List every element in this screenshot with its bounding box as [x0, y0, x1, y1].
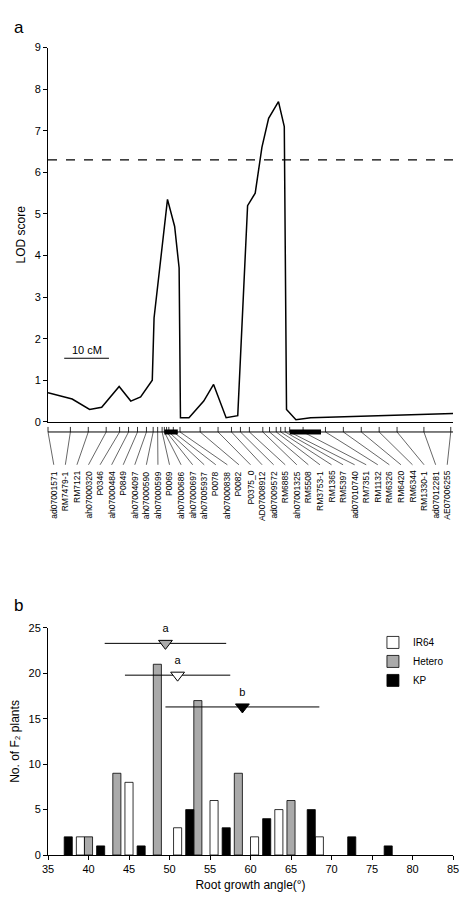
- svg-text:40: 40: [82, 863, 94, 875]
- svg-text:75: 75: [366, 863, 378, 875]
- svg-text:5: 5: [35, 803, 41, 815]
- svg-text:RM6885: RM6885: [280, 471, 290, 503]
- svg-text:15: 15: [29, 713, 41, 725]
- svg-text:ad07001571: ad07001571: [49, 471, 59, 519]
- svg-text:ad07009572: ad07009572: [269, 471, 279, 519]
- svg-text:50: 50: [163, 863, 175, 875]
- svg-text:KP: KP: [413, 675, 427, 686]
- svg-text:0: 0: [35, 416, 41, 428]
- svg-text:RM1330-1: RM1330-1: [419, 471, 429, 511]
- svg-text:9: 9: [35, 41, 41, 53]
- svg-text:8: 8: [35, 83, 41, 95]
- svg-text:7: 7: [35, 125, 41, 137]
- svg-text:LOD score: LOD score: [14, 206, 28, 264]
- svg-text:ah07000838: ah07000838: [222, 472, 232, 520]
- svg-text:ad07010740: ad07010740: [350, 471, 360, 519]
- svg-text:RM7479-1: RM7479-1: [60, 471, 70, 511]
- svg-text:65: 65: [285, 863, 297, 875]
- svg-text:80: 80: [406, 863, 418, 875]
- svg-text:ah07000590: ah07000590: [141, 472, 151, 520]
- svg-text:RM3753-1: RM3753-1: [315, 471, 325, 511]
- svg-text:P0849: P0849: [118, 471, 128, 496]
- svg-text:10 cM: 10 cM: [72, 344, 102, 356]
- svg-text:AE07006255: AE07006255: [442, 470, 452, 519]
- svg-text:RM6420: RM6420: [396, 471, 406, 503]
- svg-text:6: 6: [35, 166, 41, 178]
- svg-text:Hetero: Hetero: [413, 656, 443, 667]
- svg-text:RM6326: RM6326: [384, 471, 394, 503]
- svg-text:70: 70: [325, 863, 337, 875]
- svg-text:85: 85: [447, 863, 459, 875]
- svg-text:60: 60: [244, 863, 256, 875]
- svg-text:AD07008912: AD07008912: [257, 471, 267, 521]
- svg-text:Root growth angle(°): Root growth angle(°): [195, 878, 305, 892]
- svg-text:10: 10: [29, 758, 41, 770]
- svg-text:ah07001325: ah07001325: [292, 471, 302, 519]
- svg-text:ah07000484: ah07000484: [107, 471, 117, 519]
- svg-text:3: 3: [35, 291, 41, 303]
- svg-text:5: 5: [35, 208, 41, 220]
- svg-text:ah07005937: ah07005937: [199, 472, 209, 520]
- svg-text:b: b: [14, 596, 23, 615]
- svg-text:RM5397: RM5397: [338, 471, 348, 503]
- svg-text:ah07000697: ah07000697: [188, 471, 198, 519]
- svg-text:0: 0: [35, 849, 41, 861]
- svg-text:RM1132: RM1132: [373, 471, 383, 503]
- svg-text:P0375_0: P0375_0: [246, 470, 256, 504]
- svg-text:P0346: P0346: [95, 471, 105, 496]
- svg-text:2: 2: [35, 333, 41, 345]
- svg-text:P0082: P0082: [233, 472, 243, 497]
- svg-text:ah07000320: ah07000320: [84, 471, 94, 519]
- svg-text:IR64: IR64: [413, 637, 435, 648]
- svg-text:ah07000686: ah07000686: [176, 472, 186, 520]
- svg-text:ah07000599: ah07000599: [153, 471, 163, 519]
- svg-text:ah07004097: ah07004097: [130, 471, 140, 519]
- svg-text:a: a: [162, 622, 169, 634]
- svg-text:25: 25: [29, 622, 41, 634]
- svg-text:45: 45: [123, 863, 135, 875]
- svg-text:RM6344: RM6344: [408, 470, 418, 502]
- svg-text:4: 4: [35, 249, 41, 261]
- svg-text:a: a: [14, 18, 24, 37]
- svg-text:RM7351: RM7351: [361, 471, 371, 503]
- svg-text:a: a: [175, 654, 182, 666]
- svg-text:RM1365: RM1365: [327, 470, 337, 502]
- svg-text:55: 55: [204, 863, 216, 875]
- svg-text:No. of F₂ plants: No. of F₂ plants: [8, 700, 22, 783]
- svg-text:20: 20: [29, 667, 41, 679]
- svg-text:1: 1: [35, 374, 41, 386]
- svg-text:b: b: [239, 686, 245, 698]
- svg-text:P0069: P0069: [164, 471, 174, 496]
- svg-text:P0078: P0078: [210, 471, 220, 496]
- svg-text:35: 35: [42, 863, 54, 875]
- svg-text:RM5508: RM5508: [303, 471, 313, 503]
- svg-text:RM7121: RM7121: [72, 471, 82, 503]
- svg-text:ad07012281: ad07012281: [431, 471, 441, 519]
